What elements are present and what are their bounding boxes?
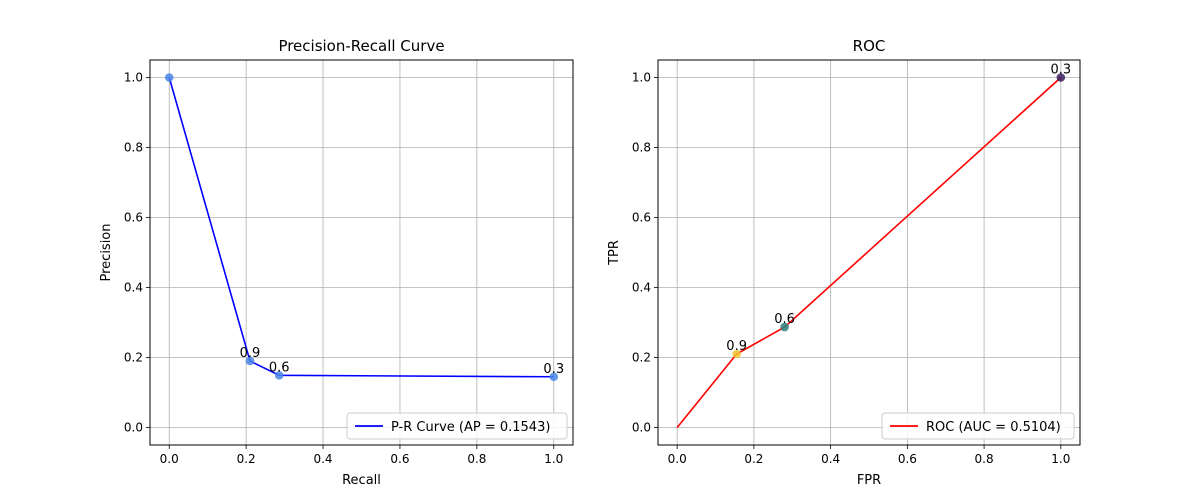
point-label: 0.6 <box>774 312 795 327</box>
data-point <box>245 356 255 366</box>
y-tick-label: 0.0 <box>632 421 651 435</box>
x-tick-label: 0.2 <box>237 452 256 466</box>
x-axis-label: FPR <box>857 473 881 488</box>
chart-panel-2: 0.0 0.2 0.4 0.6 0.8 1.0 0.0 0.2 0.4 0.6 0.8 1.0 0.9 0… <box>607 37 1081 488</box>
legend-box <box>346 412 568 440</box>
legend-box <box>881 412 1075 440</box>
y-tick-label: 0.6 <box>632 211 651 225</box>
y-tick-label: 0.4 <box>632 281 651 295</box>
point-label: 0.6 <box>269 360 290 375</box>
x-tick-label: 1.0 <box>544 452 563 466</box>
legend: ROC (AUC = 0.5104) <box>881 412 1075 440</box>
x-tick-label: 1.0 <box>1051 452 1070 466</box>
plot-frame <box>149 59 574 446</box>
point-label: 0.9 <box>726 339 747 354</box>
y-tick-label: 0.4 <box>124 281 143 295</box>
data-point <box>780 322 789 332</box>
x-tick-label: 0.6 <box>390 452 409 466</box>
y-tick-label: 0.2 <box>124 351 143 365</box>
y-tick-label: 0.8 <box>124 141 143 155</box>
y-axis-label: TPR <box>607 240 622 266</box>
legend-label: P-R Curve (AP = 0.1543) <box>391 420 550 435</box>
point-label: 0.3 <box>543 362 564 377</box>
y-tick-label: 0.2 <box>632 351 651 365</box>
x-tick-label: 0.0 <box>160 452 179 466</box>
legend-label: ROC (AUC = 0.5104) <box>926 420 1061 435</box>
data-point <box>549 372 559 382</box>
x-tick-label: 0.2 <box>744 452 763 466</box>
x-axis-label: Recall <box>342 473 381 488</box>
x-tick-label: 0.4 <box>313 452 332 466</box>
data-point <box>1056 73 1066 82</box>
y-tick-label: 0.8 <box>632 141 651 155</box>
point-label: 0.3 <box>1050 63 1071 78</box>
plot-area <box>150 60 573 445</box>
x-tick-label: 0.8 <box>467 452 486 466</box>
legend: P-R Curve (AP = 0.1543) <box>346 412 568 440</box>
data-point <box>274 371 284 380</box>
x-tick-label: 0.8 <box>975 452 994 466</box>
y-axis-label: Precision <box>99 223 114 281</box>
series-line <box>168 77 554 378</box>
y-tick-label: 1.0 <box>632 71 651 85</box>
data-point <box>164 73 174 82</box>
chart-title: ROC <box>853 37 886 55</box>
point-label: 0.9 <box>240 346 261 361</box>
x-tick-label: 0.0 <box>668 452 687 466</box>
plot-frame <box>657 59 1081 446</box>
x-tick-label: 0.6 <box>898 452 917 466</box>
x-tick-label: 0.4 <box>821 452 840 466</box>
chart-panel-1: 0.0 0.2 0.4 0.6 0.8 1.0 0.0 0.2 0.4 0.6 0.8 1.0 0.9 0… <box>99 37 574 488</box>
chart-title: Precision-Recall Curve <box>278 37 444 55</box>
series-line <box>676 76 1062 429</box>
y-tick-label: 1.0 <box>124 71 143 85</box>
y-tick-label: 0.0 <box>124 421 143 435</box>
y-tick-label: 0.6 <box>124 211 143 225</box>
data-point <box>732 349 741 359</box>
